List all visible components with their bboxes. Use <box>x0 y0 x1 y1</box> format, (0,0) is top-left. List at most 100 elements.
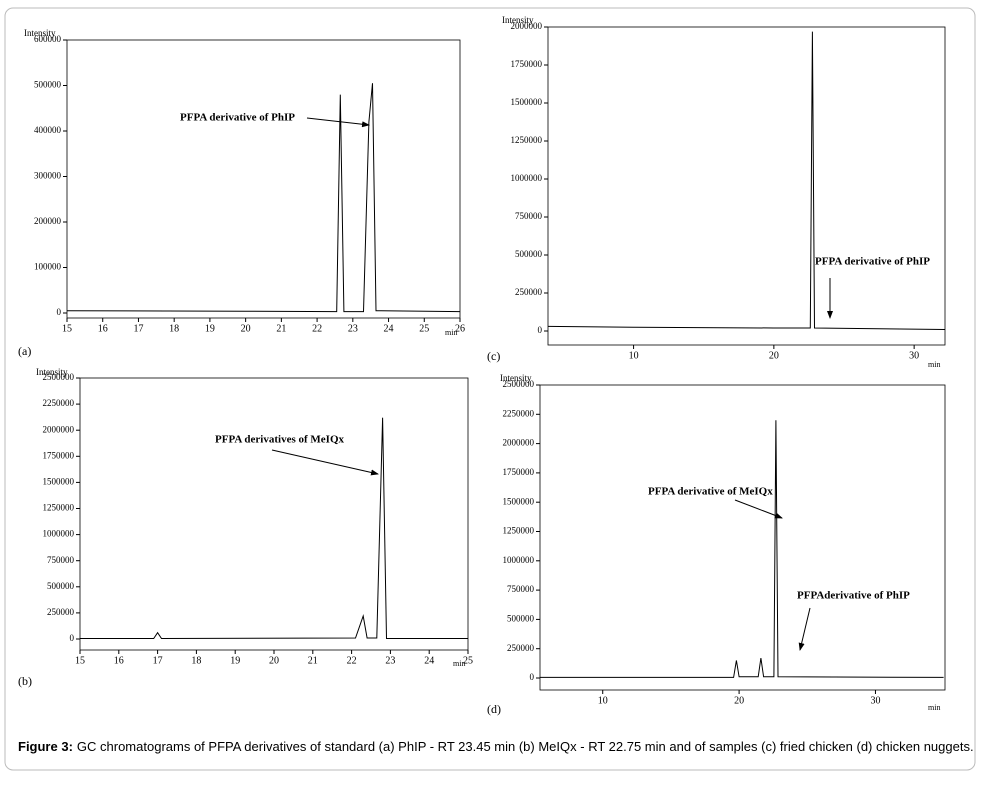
x-tick-label: 25 <box>419 323 429 334</box>
x-axis-label: min <box>928 360 940 369</box>
caption-text: GC chromatograms of PFPA derivatives of … <box>77 739 974 754</box>
x-tick-label: 17 <box>133 323 143 334</box>
y-tick-label: 1500000 <box>503 496 535 506</box>
x-tick-label: 20 <box>734 695 744 706</box>
x-tick-label: 20 <box>269 655 279 666</box>
x-axis-label: min <box>445 328 457 337</box>
x-tick-label: 20 <box>769 350 779 361</box>
panel-label: (b) <box>18 674 32 688</box>
y-tick-label: 1000000 <box>511 173 543 183</box>
x-tick-label: 18 <box>169 323 179 334</box>
y-tick-label: 500000 <box>515 249 543 259</box>
x-tick-label: 18 <box>191 655 201 666</box>
chromatogram-line <box>80 417 468 640</box>
x-tick-label: 25 <box>463 655 473 666</box>
y-axis-label: Intensity <box>36 367 68 377</box>
y-axis-label: Intensity <box>24 28 56 38</box>
x-tick-label: 24 <box>384 323 394 334</box>
annotation: PFPAderivative of PhIP <box>797 590 910 602</box>
y-tick-label: 250000 <box>47 607 75 617</box>
annotation-arrow <box>306 117 370 128</box>
y-tick-label: 250000 <box>507 643 535 653</box>
chromatogram-line <box>547 31 946 330</box>
x-tick-label: 20 <box>241 323 251 334</box>
y-tick-label: 0 <box>70 633 75 643</box>
plot-frame <box>539 384 946 691</box>
y-tick-label: 0 <box>538 325 543 335</box>
annotation: PFPA derivative of PhIP <box>180 112 295 124</box>
plot-frame <box>66 39 461 319</box>
y-tick-label: 750000 <box>515 211 543 221</box>
y-tick-label: 1250000 <box>511 135 543 145</box>
y-tick-label: 2000000 <box>503 438 535 448</box>
x-tick-label: 21 <box>276 323 286 334</box>
panel-label: (a) <box>18 344 31 358</box>
chromatogram-line <box>540 420 944 678</box>
x-tick-label: 19 <box>230 655 240 666</box>
annotation: PFPA derivative of PhIP <box>815 256 930 268</box>
y-tick-label: 500000 <box>47 581 75 591</box>
y-tick-label: 2500000 <box>43 372 75 382</box>
y-tick-label: 1250000 <box>503 526 535 536</box>
y-tick-label: 2000000 <box>511 21 543 31</box>
y-tick-label: 600000 <box>34 34 62 44</box>
y-tick-label: 500000 <box>507 613 535 623</box>
y-tick-label: 2250000 <box>503 408 535 418</box>
y-tick-label: 0 <box>530 672 535 682</box>
x-tick-label: 24 <box>424 655 434 666</box>
x-tick-label: 16 <box>98 323 108 334</box>
x-tick-label: 10 <box>629 350 639 361</box>
chromatogram-line <box>66 83 461 313</box>
y-axis-label: Intensity <box>500 373 532 383</box>
y-tick-label: 1500000 <box>43 476 75 486</box>
x-tick-label: 30 <box>870 695 880 706</box>
caption: Figure 3: GC chromatograms of PFPA deriva… <box>18 739 974 754</box>
y-tick-label: 500000 <box>34 80 62 90</box>
plot-frame <box>547 26 946 346</box>
annotation: PFPA derivative of MeIQx <box>648 486 773 498</box>
x-tick-label: 10 <box>598 695 608 706</box>
plot-frame <box>79 377 469 651</box>
annotation: PFPA derivatives of MeIQx <box>215 434 345 446</box>
y-tick-label: 400000 <box>34 125 62 135</box>
y-tick-label: 1750000 <box>43 450 75 460</box>
y-tick-label: 100000 <box>34 262 62 272</box>
y-tick-label: 200000 <box>34 216 62 226</box>
annotation-arrow <box>271 449 379 476</box>
y-tick-label: 1000000 <box>43 529 75 539</box>
y-tick-label: 1500000 <box>511 97 543 107</box>
y-tick-label: 1750000 <box>503 467 535 477</box>
x-tick-label: 15 <box>75 655 85 666</box>
x-tick-label: 26 <box>455 323 465 334</box>
x-tick-label: 23 <box>385 655 395 666</box>
y-tick-label: 250000 <box>515 287 543 297</box>
x-tick-label: 16 <box>114 655 124 666</box>
y-tick-label: 1750000 <box>511 59 543 69</box>
x-tick-label: 22 <box>312 323 322 334</box>
y-tick-label: 300000 <box>34 171 62 181</box>
x-tick-label: 19 <box>205 323 215 334</box>
y-tick-label: 2000000 <box>43 424 75 434</box>
annotation-arrow <box>798 607 811 651</box>
x-tick-label: 22 <box>347 655 357 666</box>
y-tick-label: 750000 <box>507 584 535 594</box>
frame <box>4 7 976 771</box>
panel-label: (c) <box>487 349 500 363</box>
y-tick-label: 1000000 <box>503 555 535 565</box>
y-tick-label: 2500000 <box>503 379 535 389</box>
x-tick-label: 23 <box>348 323 358 334</box>
y-tick-label: 750000 <box>47 555 75 565</box>
caption-label: Figure 3: <box>18 739 73 754</box>
x-tick-label: 15 <box>62 323 72 334</box>
y-tick-label: 2250000 <box>43 398 75 408</box>
panel-label: (d) <box>487 702 501 716</box>
x-tick-label: 21 <box>308 655 318 666</box>
x-axis-label: min <box>928 703 940 712</box>
x-axis-label: min <box>453 659 465 668</box>
annotation-arrow <box>734 499 783 519</box>
y-axis-label: Intensity <box>502 15 534 25</box>
y-tick-label: 0 <box>57 307 62 317</box>
y-tick-label: 1250000 <box>43 503 75 513</box>
x-tick-label: 17 <box>153 655 163 666</box>
